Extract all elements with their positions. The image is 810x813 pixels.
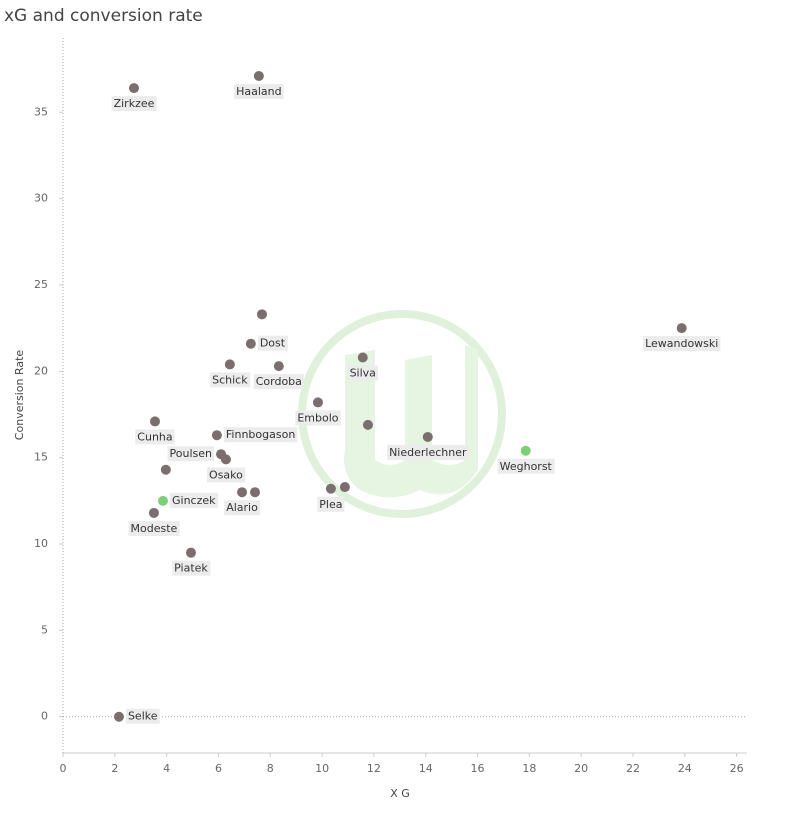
point — [158, 495, 169, 506]
point-label: Cordoba — [256, 375, 302, 388]
label-bg — [172, 560, 211, 576]
x-tick-label: 10 — [315, 762, 329, 775]
y-axis-label: Conversion Rate — [13, 350, 26, 441]
label-bg — [257, 335, 288, 351]
x-tick-label: 22 — [626, 762, 640, 775]
y-tick-label: 0 — [41, 710, 48, 723]
point-label: Alario — [226, 501, 258, 514]
x-tick-label: 2 — [111, 762, 118, 775]
y-tick-label: 10 — [34, 537, 48, 550]
y-tick-label: 30 — [34, 192, 48, 205]
label-bg — [643, 336, 721, 352]
label-bg — [295, 410, 341, 426]
label-bg — [111, 96, 157, 112]
label-bg — [253, 374, 304, 390]
x-tick-label: 0 — [60, 762, 67, 775]
point — [325, 483, 336, 494]
x-tick-label: 26 — [730, 762, 744, 775]
label-bg — [167, 446, 215, 462]
point — [128, 83, 139, 94]
label-bg — [497, 458, 555, 474]
y-tick-label: 20 — [34, 364, 48, 377]
point-label: Haaland — [236, 85, 282, 98]
label-bg — [224, 500, 261, 516]
point-label: Lewandowski — [645, 337, 718, 350]
point-label: Cunha — [137, 430, 172, 443]
point-label: Weghorst — [500, 460, 553, 473]
y-tick-label: 25 — [34, 278, 48, 291]
label-bg — [207, 467, 246, 483]
point-label: Schick — [212, 373, 248, 386]
label-bg — [125, 708, 160, 724]
point-label: Dost — [260, 337, 286, 350]
point — [211, 430, 222, 441]
x-tick-label: 16 — [471, 762, 485, 775]
point — [148, 507, 159, 518]
point — [249, 487, 260, 498]
point — [357, 352, 368, 363]
point — [362, 419, 373, 430]
point-label: Poulsen — [170, 447, 212, 460]
point-label: Ginczek — [172, 494, 216, 507]
point — [422, 431, 433, 442]
x-tick-label: 8 — [267, 762, 274, 775]
point — [185, 547, 196, 558]
x-tick-label: 18 — [522, 762, 536, 775]
label-bg — [135, 429, 175, 445]
point — [220, 454, 231, 465]
label-bg — [128, 520, 180, 536]
point — [256, 309, 267, 320]
point-label: Zirkzee — [114, 97, 155, 110]
point — [339, 482, 350, 493]
point — [676, 323, 687, 334]
x-tick-label: 20 — [574, 762, 588, 775]
point — [160, 464, 171, 475]
label-bg — [347, 365, 378, 381]
point-label: Finnbogason — [226, 428, 295, 441]
label-bg — [223, 427, 298, 443]
chart-title: xG and conversion rate — [4, 6, 203, 26]
x-tick-label: 4 — [163, 762, 170, 775]
point-label: Selke — [128, 710, 158, 723]
point — [312, 397, 323, 408]
x-tick-label: 24 — [678, 762, 692, 775]
x-axis-label: X G — [390, 787, 410, 800]
x-tick-label: 6 — [215, 762, 222, 775]
point-label: Silva — [350, 367, 376, 380]
point-label: Osako — [209, 468, 243, 481]
point — [273, 361, 284, 372]
point — [245, 338, 256, 349]
point-label: Niederlechner — [389, 446, 467, 459]
point — [237, 487, 248, 498]
label-bg — [317, 496, 345, 512]
label-bg — [234, 83, 284, 99]
point-label: Plea — [319, 498, 342, 511]
point — [520, 445, 531, 456]
point-label: Piatek — [174, 562, 208, 575]
y-tick-label: 5 — [41, 623, 48, 636]
point — [113, 711, 124, 722]
label-bg — [210, 372, 251, 388]
y-tick-label: 15 — [34, 451, 48, 464]
point-label: Modeste — [131, 522, 178, 535]
point — [149, 416, 160, 427]
x-tick-label: 14 — [419, 762, 433, 775]
label-bg — [387, 444, 469, 460]
x-tick-label: 12 — [367, 762, 381, 775]
point — [224, 359, 235, 370]
y-tick-label: 35 — [34, 105, 48, 118]
point — [253, 70, 264, 81]
label-bg — [170, 492, 219, 508]
point-label: Embolo — [297, 411, 338, 424]
